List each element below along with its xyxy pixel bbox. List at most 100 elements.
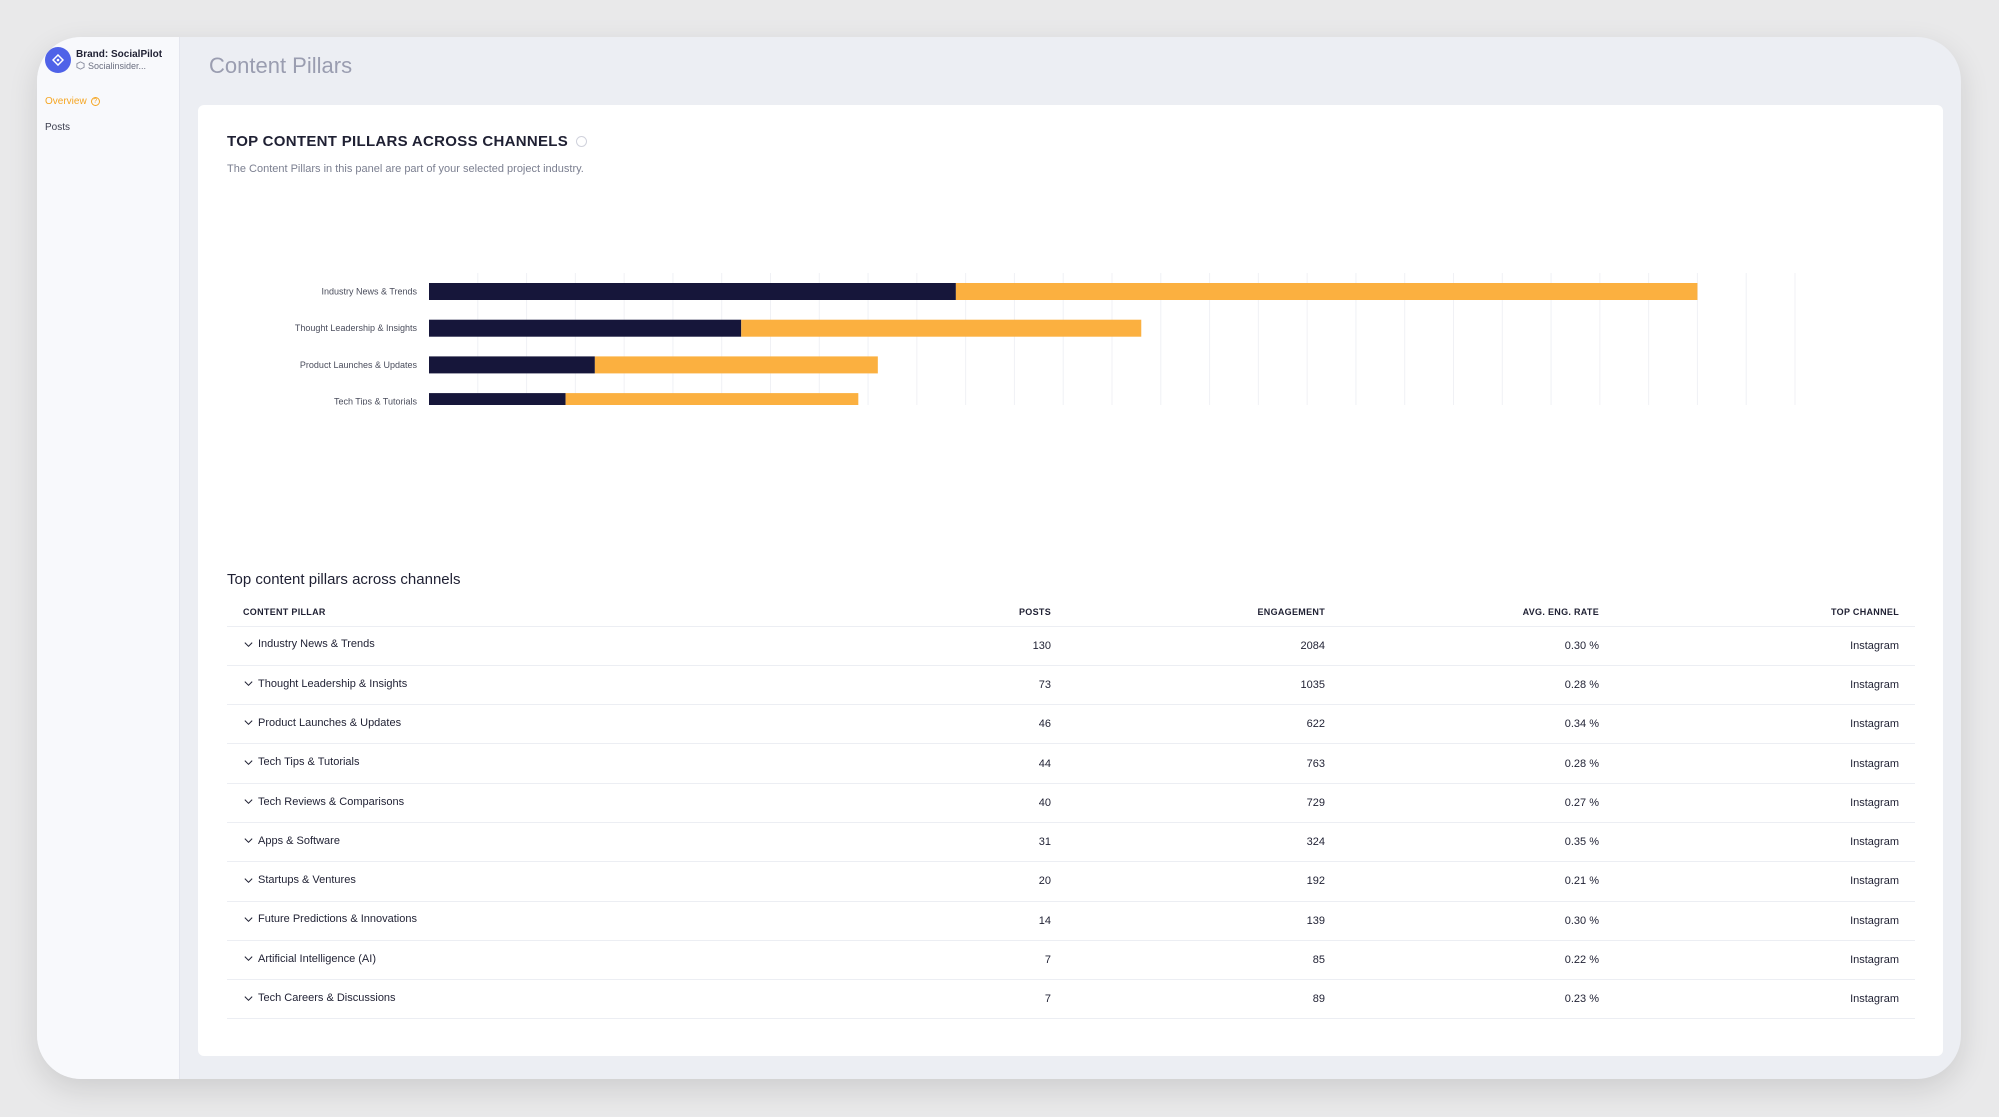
- table-row[interactable]: Thought Leadership & Insights 73 1035 0.28 …: [227, 665, 1915, 706]
- avg-eng-rate-cell: 0.28 %: [1341, 665, 1615, 706]
- chevron-down-icon[interactable]: [243, 914, 254, 925]
- content-pillar-name: Apps & Software: [258, 834, 340, 847]
- engagement-cell: 139: [1067, 901, 1341, 941]
- top-channel-cell: Instagram: [1615, 665, 1915, 706]
- chevron-down-icon[interactable]: [243, 875, 254, 886]
- bar-linkedin: [594, 356, 878, 374]
- brand-logo: [45, 47, 71, 73]
- content-pillar-cell[interactable]: Product Launches & Updates: [227, 704, 787, 745]
- table-row[interactable]: Product Launches & Updates 46 622 0.34 % Ins…: [227, 704, 1915, 745]
- chevron-down-icon[interactable]: [243, 953, 254, 964]
- column-header-engagement[interactable]: ENGAGEMENT: [1067, 599, 1341, 627]
- chevron-down-icon[interactable]: [243, 639, 254, 650]
- chevron-down-icon[interactable]: [243, 796, 254, 807]
- chevron-down-icon[interactable]: [243, 678, 254, 689]
- content-pillar-name: Future Predictions & Innovations: [258, 913, 417, 926]
- table-row[interactable]: Apps & Software 31 324 0.35 % Instagram: [227, 822, 1915, 863]
- top-channel-cell: Instagram: [1615, 704, 1915, 745]
- engagement-cell: 85: [1067, 940, 1341, 981]
- content-pillar-name: Tech Tips & Tutorials: [258, 756, 360, 769]
- posts-cell: 40: [787, 783, 1067, 823]
- stacked-bar-chart: 0510152025303540455055606570758085909510…: [295, 273, 1796, 405]
- avg-eng-rate-cell: 0.34 %: [1341, 704, 1615, 745]
- sidebar-item-label: Posts: [45, 122, 71, 133]
- posts-cell: 7: [787, 940, 1067, 981]
- posts-cell: 31: [787, 822, 1067, 863]
- chevron-down-icon[interactable]: [243, 717, 254, 728]
- content-pillar-cell[interactable]: Thought Leadership & Insights: [227, 665, 787, 706]
- posts-cell: 44: [787, 743, 1067, 784]
- brand-switcher[interactable]: Brand: SocialPilot Socialinsider...: [45, 47, 162, 73]
- column-header-top-channel[interactable]: TOP CHANNEL: [1615, 599, 1915, 627]
- table-row[interactable]: Startups & Ventures 20 192 0.21 % Instagram: [227, 861, 1915, 902]
- cube-icon: [76, 61, 85, 71]
- y-category-label: Tech Tips & Tutorials: [334, 397, 418, 405]
- avg-eng-rate-cell: 0.27 %: [1341, 783, 1615, 823]
- table-title: Top content pillars across channels: [227, 571, 461, 588]
- posts-cell: 73: [787, 665, 1067, 706]
- top-channel-cell: Instagram: [1615, 940, 1915, 981]
- avg-eng-rate-cell: 0.21 %: [1341, 861, 1615, 902]
- sidebar-item-overview[interactable]: Overview ?: [45, 96, 100, 107]
- content-pillar-cell[interactable]: Tech Tips & Tutorials: [227, 743, 787, 784]
- engagement-cell: 2084: [1067, 626, 1341, 666]
- content-pillar-name: Thought Leadership & Insights: [258, 677, 408, 690]
- bar-instagram: [429, 319, 742, 337]
- content-pillar-cell[interactable]: Tech Careers & Discussions: [227, 979, 787, 1020]
- posts-cell: 46: [787, 704, 1067, 745]
- top-channel-cell: Instagram: [1615, 822, 1915, 863]
- posts-cell: 20: [787, 861, 1067, 902]
- posts-cell: 14: [787, 901, 1067, 941]
- table-row[interactable]: Tech Careers & Discussions 7 89 0.23 % Insta…: [227, 979, 1915, 1020]
- column-header-content-pillar[interactable]: CONTENT PILLAR: [227, 599, 787, 627]
- column-header-posts[interactable]: POSTS: [787, 599, 1067, 627]
- content-pillar-cell[interactable]: Artificial Intelligence (AI): [227, 940, 787, 981]
- content-pillar-cell[interactable]: Industry News & Trends: [227, 626, 787, 666]
- top-channel-cell: Instagram: [1615, 783, 1915, 823]
- content-pillars-table: CONTENT PILLAR POSTS ENGAGEMENT AVG. ENG…: [227, 599, 1915, 1020]
- content-pillar-name: Tech Careers & Discussions: [258, 992, 396, 1005]
- avg-eng-rate-cell: 0.35 %: [1341, 822, 1615, 863]
- table-row[interactable]: Future Predictions & Innovations 14 139 0.3…: [227, 901, 1915, 941]
- top-channel-cell: Instagram: [1615, 901, 1915, 941]
- y-category-label: Industry News & Trends: [321, 287, 417, 297]
- posts-cell: 7: [787, 979, 1067, 1020]
- sidebar-item-posts[interactable]: Posts: [45, 122, 70, 133]
- sidebar: Brand: SocialPilot Socialinsider... Over…: [37, 37, 180, 1079]
- table-row[interactable]: Industry News & Trends 130 2084 0.30 % Insta…: [227, 626, 1915, 666]
- content-pillar-cell[interactable]: Startups & Ventures: [227, 861, 787, 902]
- content-pillar-cell[interactable]: Apps & Software: [227, 822, 787, 863]
- chevron-down-icon[interactable]: [243, 835, 254, 846]
- table-row[interactable]: Artificial Intelligence (AI) 7 85 0.22 % Ins…: [227, 940, 1915, 981]
- engagement-cell: 729: [1067, 783, 1341, 823]
- bar-linkedin: [955, 283, 1698, 300]
- info-icon[interactable]: [576, 136, 588, 147]
- posts-cell: 130: [787, 626, 1067, 666]
- chevron-down-icon[interactable]: [243, 757, 254, 768]
- top-channel-cell: Instagram: [1615, 743, 1915, 784]
- content-pillar-cell[interactable]: Future Predictions & Innovations: [227, 901, 787, 941]
- project-name: Socialinsider...: [88, 60, 147, 71]
- avg-eng-rate-cell: 0.22 %: [1341, 940, 1615, 981]
- table-row[interactable]: Tech Reviews & Comparisons 40 729 0.27 % Ins…: [227, 783, 1915, 823]
- content-pillar-name: Product Launches & Updates: [258, 716, 402, 729]
- chevron-down-icon[interactable]: [243, 993, 254, 1004]
- avg-eng-rate-cell: 0.30 %: [1341, 626, 1615, 666]
- app-window: Brand: SocialPilot Socialinsider... Over…: [37, 37, 1961, 1079]
- content-pillar-cell[interactable]: Tech Reviews & Comparisons: [227, 783, 787, 823]
- avg-eng-rate-cell: 0.23 %: [1341, 979, 1615, 1020]
- column-header-avg-eng-rate[interactable]: AVG. ENG. RATE: [1341, 599, 1615, 627]
- avg-eng-rate-cell: 0.28 %: [1341, 743, 1615, 784]
- engagement-cell: 1035: [1067, 665, 1341, 706]
- top-channel-cell: Instagram: [1615, 861, 1915, 902]
- brand-name: Brand: SocialPilot: [76, 48, 163, 60]
- page-title: Content Pillars: [209, 53, 353, 78]
- chart-subtitle: The Content Pillars in this panel are pa…: [227, 163, 584, 175]
- content-pillar-name: Tech Reviews & Comparisons: [258, 795, 405, 808]
- top-channel-cell: Instagram: [1615, 626, 1915, 666]
- engagement-cell: 763: [1067, 743, 1341, 784]
- table-header-row: CONTENT PILLAR POSTS ENGAGEMENT AVG. ENG…: [227, 599, 1915, 627]
- y-category-label: Thought Leadership & Insights: [295, 323, 418, 333]
- help-icon[interactable]: ?: [90, 97, 100, 106]
- table-row[interactable]: Tech Tips & Tutorials 44 763 0.28 % Instagra…: [227, 743, 1915, 784]
